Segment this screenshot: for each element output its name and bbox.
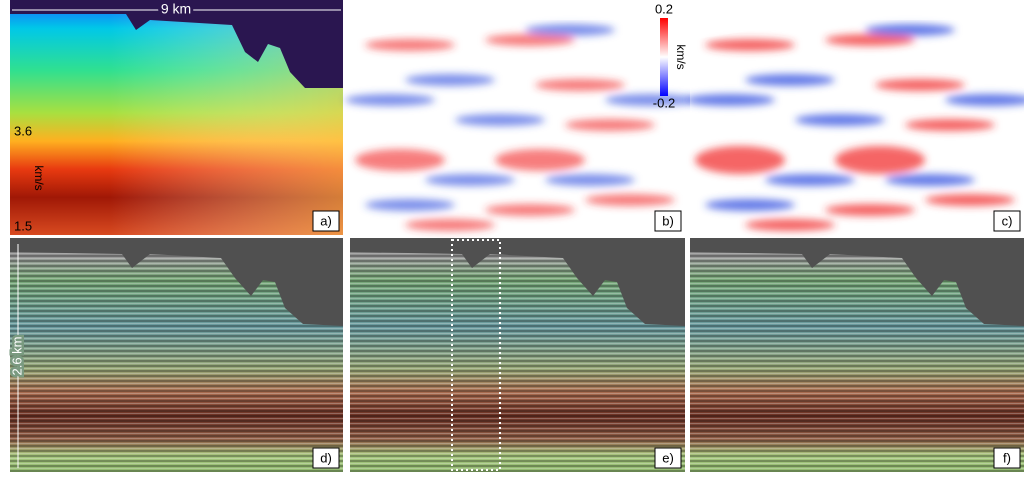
panel-label: f) (1003, 450, 1011, 465)
colorbar-min: -0.2 (653, 95, 675, 110)
panel-label: c) (1002, 213, 1013, 228)
panel-label: a) (320, 213, 332, 228)
panel-label: d) (320, 450, 332, 465)
colorbar-max: 3.6 (14, 123, 32, 138)
vertical-scale: 2.6 km (9, 336, 24, 375)
colorbar-unit: km/s (674, 44, 688, 69)
colorbar-max: 0.2 (655, 1, 673, 16)
colorbar-unit: km/s (32, 165, 46, 190)
panel-label: b) (662, 213, 674, 228)
colorbar-min: 1.5 (14, 218, 32, 233)
horizontal-scale: 9 km (161, 1, 191, 17)
panel-label: e) (662, 450, 674, 465)
